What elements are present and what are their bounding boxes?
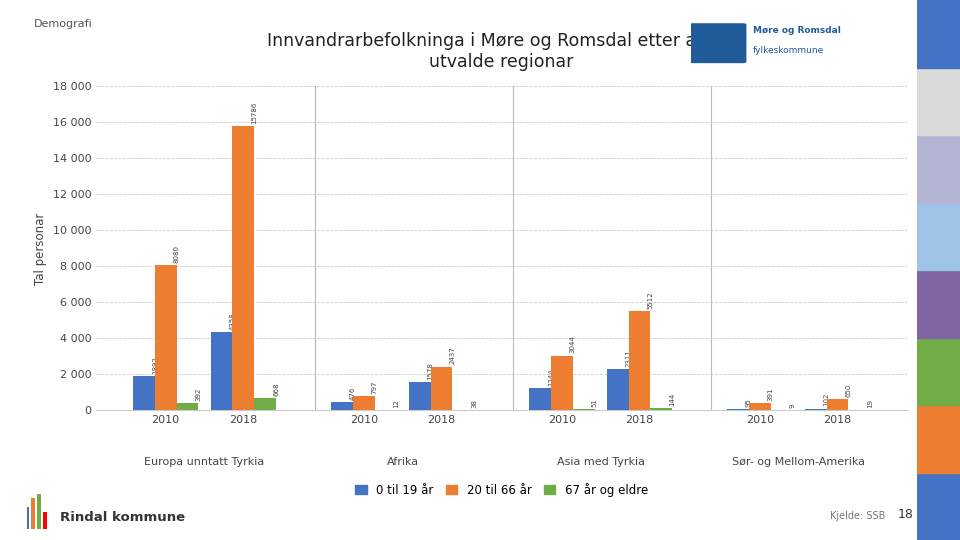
Bar — [43, 512, 47, 529]
Text: fylkeskommune: fylkeskommune — [753, 46, 825, 55]
Text: 797: 797 — [372, 380, 377, 394]
Text: 3044: 3044 — [569, 336, 576, 354]
Bar — [917, 405, 960, 472]
Text: 1578: 1578 — [427, 362, 434, 380]
Bar — [36, 494, 41, 529]
Bar — [917, 135, 960, 202]
Bar — [629, 311, 651, 410]
Bar — [917, 0, 960, 68]
Text: Møre og Romsdal: Møre og Romsdal — [753, 26, 841, 35]
Bar — [827, 399, 849, 410]
Bar — [177, 403, 199, 410]
Bar — [331, 402, 352, 410]
Bar — [132, 376, 155, 410]
Text: 1244: 1244 — [548, 368, 554, 386]
Bar — [607, 369, 629, 410]
Bar — [917, 202, 960, 270]
Text: 38: 38 — [471, 399, 477, 408]
Text: 12: 12 — [394, 399, 399, 408]
Bar — [430, 367, 452, 410]
Bar — [573, 409, 594, 410]
Text: 1892: 1892 — [152, 356, 157, 374]
Text: Sør- og Mellom-Amerika: Sør- og Mellom-Amerika — [732, 457, 865, 467]
Text: 2311: 2311 — [626, 349, 632, 367]
Bar — [155, 265, 177, 410]
Bar — [551, 356, 573, 410]
Text: 650: 650 — [846, 383, 852, 396]
Bar — [352, 396, 374, 410]
FancyBboxPatch shape — [689, 23, 747, 63]
Text: 4358: 4358 — [229, 312, 235, 330]
Text: 102: 102 — [824, 393, 829, 407]
Text: 5512: 5512 — [647, 292, 654, 309]
Text: 18: 18 — [898, 508, 914, 521]
Bar — [254, 399, 276, 410]
Text: Rindal kommune: Rindal kommune — [60, 511, 184, 524]
Bar — [804, 409, 827, 410]
Bar — [917, 270, 960, 338]
Text: 9: 9 — [789, 403, 796, 408]
Text: 8080: 8080 — [174, 245, 180, 263]
Text: Asia med Tyrkia: Asia med Tyrkia — [557, 457, 644, 467]
Bar — [25, 507, 29, 529]
Text: 668: 668 — [274, 383, 279, 396]
Text: 51: 51 — [591, 399, 597, 407]
Y-axis label: Tal personar: Tal personar — [34, 212, 47, 285]
Text: 15786: 15786 — [252, 102, 257, 124]
Text: 19: 19 — [867, 399, 874, 408]
Text: Afrika: Afrika — [387, 457, 419, 467]
Text: 391: 391 — [768, 388, 774, 401]
Bar — [749, 403, 771, 410]
Bar — [651, 408, 672, 410]
Text: Kjelde: SSB: Kjelde: SSB — [830, 511, 886, 521]
Bar — [31, 498, 35, 529]
Bar — [917, 472, 960, 540]
Text: Demografi: Demografi — [34, 19, 92, 29]
Bar — [727, 409, 749, 410]
Bar — [232, 126, 254, 410]
Text: 476: 476 — [349, 386, 356, 400]
Bar — [529, 388, 551, 410]
Text: 2437: 2437 — [449, 347, 455, 364]
Text: 144: 144 — [669, 393, 675, 406]
Bar — [210, 332, 232, 410]
Bar — [917, 68, 960, 135]
Title: Innvandrarbefolkninga i Møre og Romsdal etter alder,
utvalde regionar: Innvandrarbefolkninga i Møre og Romsdal … — [267, 32, 736, 71]
Bar — [409, 382, 430, 410]
Text: Europa unntatt Tyrkia: Europa unntatt Tyrkia — [144, 457, 265, 467]
Legend: 0 til 19 år, 20 til 66 år, 67 år og eldre: 0 til 19 år, 20 til 66 år, 67 år og eldr… — [350, 478, 653, 502]
Text: 95: 95 — [746, 397, 752, 407]
Bar — [917, 338, 960, 405]
Text: 392: 392 — [196, 388, 202, 401]
